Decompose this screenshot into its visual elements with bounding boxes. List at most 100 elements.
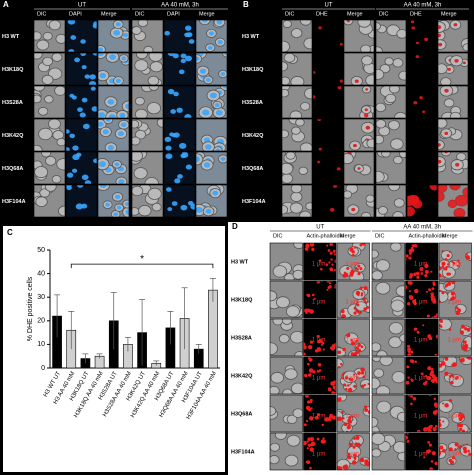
actin-patch [446,404,449,408]
dhe-signal [447,67,451,71]
cell [389,86,400,94]
actin-patch [410,402,413,406]
micrograph [336,432,370,471]
micrograph-bg [313,119,343,151]
micrograph-content [372,243,405,280]
micrograph-frame [131,151,164,185]
micrograph [163,85,196,119]
micrograph-content [372,433,405,470]
micrograph [336,356,370,395]
nucleus [74,57,81,63]
micrograph-content [313,86,343,118]
error-bar [181,287,188,350]
dhe-signal [438,42,443,47]
micrograph-frame [312,184,344,218]
micrograph-bg [66,152,97,184]
actin-patch [348,415,352,420]
actin-patch [428,443,432,447]
actin-patch [303,440,307,446]
panel-label: A [3,0,9,9]
actin-patch [304,247,309,251]
y-tick-label: 30 [37,294,45,301]
micrograph-frame [131,184,164,218]
cell [388,336,403,349]
micrograph-content [164,53,195,85]
panel-label: C [7,228,13,237]
nucleus [88,81,97,85]
cell [393,198,405,208]
micrograph-frame [405,394,439,433]
micrograph-frame [269,432,303,471]
actin-patch [439,273,442,278]
cell [392,211,404,217]
actin-patch [353,373,356,376]
micrograph [269,318,303,357]
micrograph-content [439,243,472,280]
micrograph-frame [33,151,66,185]
micrograph-frame [97,85,130,119]
actin-patch [417,429,421,432]
cell [147,75,160,85]
cell [390,138,404,150]
micrograph-frame [303,280,337,319]
actin-patch [324,417,329,422]
micrograph-content [34,185,65,217]
y-tick-label: 0 [41,365,45,372]
actin-patch [405,380,410,385]
micrograph-frame [343,19,375,53]
dhe-signal [365,125,371,130]
micrograph [375,118,407,152]
actin-patch [327,387,332,392]
scale-label: 1 µm [312,337,325,343]
micrograph-frame [195,151,228,185]
micrograph-content [270,357,303,394]
actin-patch [334,268,336,272]
cell [132,119,140,129]
micrograph-frame [405,356,439,395]
actin-patch [432,410,438,415]
column-title: Merge [347,11,363,17]
micrograph-frame [281,184,313,218]
micrograph-frame [131,52,164,86]
micrograph-content [438,152,468,184]
cell [376,68,385,80]
row-label: H3 WT [2,34,20,40]
micrograph-content [313,53,343,85]
actin-patch [331,263,334,266]
micrograph-content [344,86,374,118]
micrograph [131,19,164,53]
dhe-signal [407,206,415,217]
nucleus [214,103,220,108]
actin-patch [433,402,438,407]
micrograph [343,184,375,218]
y-tick-label: 10 [37,341,45,348]
micrograph-content [407,185,437,217]
actin-patch [448,272,452,276]
actin-patch [367,382,370,385]
actin-patch [329,251,333,255]
nucleus [166,187,172,192]
actin-patch [450,380,454,385]
micrograph [405,280,439,319]
actin-patch [318,259,322,263]
micrograph-frame [303,394,337,433]
nucleus [66,147,70,151]
micrograph-content [337,243,370,280]
scale-label: 1 µm [345,413,358,419]
dhe-signal [448,199,457,208]
cell [375,281,391,295]
cell [295,119,305,127]
actin-patch [435,334,438,339]
micrograph [371,432,405,471]
nucleus [173,91,179,97]
cell [398,70,406,81]
actin-patch [459,423,464,428]
micrograph-content [313,119,343,151]
dhe-signal [353,143,357,148]
actin-patch [328,261,331,264]
actin-patch [409,295,414,300]
micrograph-frame [65,151,98,185]
nucleus [184,32,190,38]
micrograph [97,19,130,53]
cell [55,33,65,44]
